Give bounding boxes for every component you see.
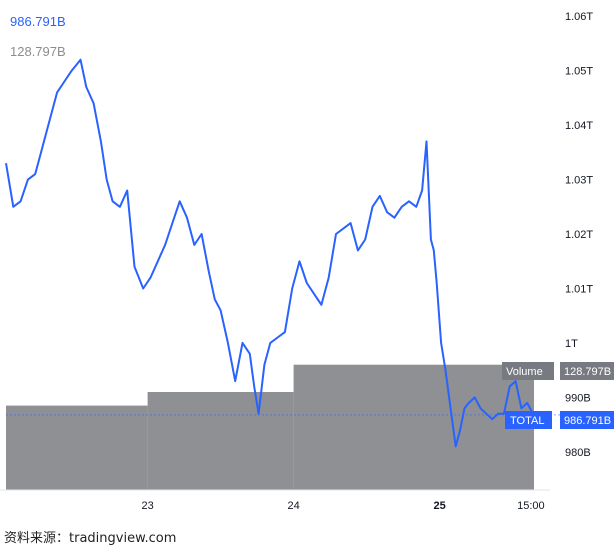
x-tick-label: 15:00 — [517, 500, 545, 512]
volume-badge: Volume 128.797B — [502, 362, 614, 380]
y-tick-label: 1.06T — [565, 11, 593, 23]
source-caption: 资料来源：tradingview.com — [4, 531, 177, 546]
x-axis: 23 24 25 15:00 — [141, 500, 544, 512]
total-value: 986.791B — [564, 415, 611, 427]
volume-bar — [6, 405, 148, 490]
volume-label-bg — [502, 362, 554, 380]
volume-label: Volume — [506, 366, 543, 378]
x-tick-label: 24 — [287, 500, 299, 512]
y-tick-label: 1.02T — [565, 229, 593, 241]
x-tick-label: 23 — [141, 500, 153, 512]
x-tick-label: 25 — [433, 500, 445, 512]
total-market-cap-line — [5, 58, 534, 448]
total-value-bg — [560, 411, 614, 429]
y-tick-label: 1.01T — [565, 284, 593, 296]
y-tick-label: 1.05T — [565, 66, 593, 78]
total-badge: TOTAL 986.791B — [505, 411, 614, 429]
y-tick-label: 980B — [565, 447, 591, 459]
total-label-bg — [505, 411, 552, 429]
y-tick-label: 1T — [565, 338, 578, 350]
y-tick-label: 1.04T — [565, 120, 593, 132]
total-label: TOTAL — [510, 415, 544, 427]
header-volume-value: 128.797B — [10, 44, 66, 59]
volume-bar — [293, 364, 534, 490]
volume-value-bg — [560, 362, 614, 380]
volume-area — [6, 364, 534, 490]
volume-bar — [147, 392, 294, 490]
volume-value: 128.797B — [564, 366, 611, 378]
y-axis: 1.06T 1.05T 1.04T 1.03T 1.02T 1.01T 1T 990B 980B — [565, 11, 593, 459]
header-total-value: 986.791B — [10, 14, 66, 29]
y-tick-label: 990B — [565, 392, 591, 404]
y-tick-label: 1.03T — [565, 175, 593, 187]
